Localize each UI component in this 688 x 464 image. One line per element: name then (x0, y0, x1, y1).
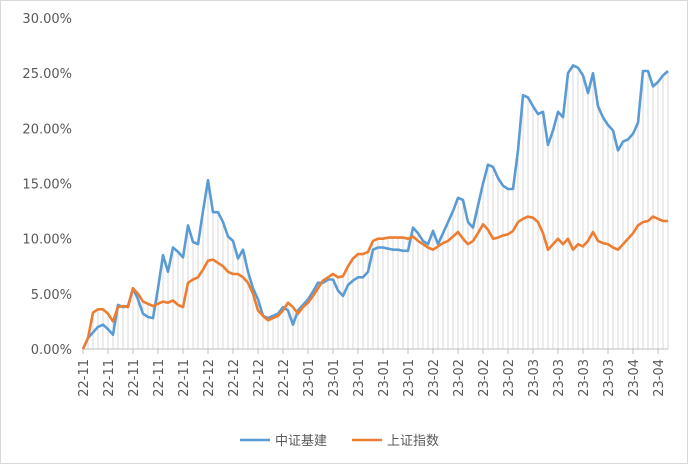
x-tick-label: 22-12 (252, 359, 267, 397)
legend-label: 中证基建 (275, 434, 327, 449)
y-tick-label: 30.00% (22, 12, 72, 27)
x-tick-label: 22-11 (177, 359, 192, 397)
x-tick-label: 22-11 (127, 359, 142, 397)
x-tick-label: 23-01 (327, 359, 342, 397)
x-tick-label: 22-11 (102, 359, 117, 397)
x-tick-label: 22-12 (277, 359, 292, 397)
y-tick-label: 25.00% (22, 67, 72, 82)
series-line (81, 64, 669, 350)
x-tick-label: 23-04 (627, 359, 642, 397)
x-tick-label: 23-02 (502, 359, 517, 397)
series-line (81, 215, 668, 350)
x-tick-label: 23-03 (552, 359, 567, 397)
y-tick-label: 15.00% (22, 178, 72, 193)
x-tick-label: 23-01 (352, 359, 367, 397)
y-tick-label: 0.00% (31, 343, 72, 358)
x-tick-label: 23-03 (527, 359, 542, 397)
x-tick-label: 23-01 (302, 359, 317, 397)
x-tick-label: 23-02 (427, 359, 442, 397)
y-tick-label: 20.00% (22, 122, 72, 137)
y-tick-label: 10.00% (22, 233, 72, 248)
x-tick-label: 23-02 (477, 359, 492, 397)
x-tick-label: 23-01 (402, 359, 417, 397)
x-tick-label: 23-04 (652, 359, 667, 397)
legend-label: 上证指数 (387, 434, 439, 449)
x-tick-label: 23-03 (577, 359, 592, 397)
x-tick-label: 23-03 (602, 359, 617, 397)
x-tick-label: 23-02 (452, 359, 467, 397)
x-tick-label: 23-01 (377, 359, 392, 397)
x-tick-label: 22-11 (152, 359, 167, 397)
y-tick-label: 5.00% (31, 288, 72, 303)
x-tick-label: 22-12 (227, 359, 242, 397)
x-tick-label: 22-12 (202, 359, 217, 397)
x-tick-label: 22-11 (77, 359, 92, 397)
